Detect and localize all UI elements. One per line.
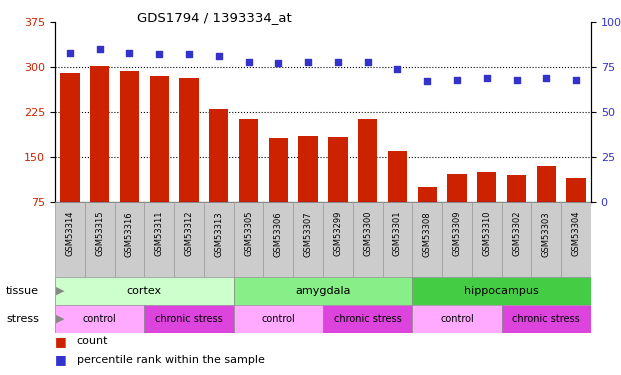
Text: GSM53307: GSM53307	[304, 211, 312, 256]
Bar	[144, 202, 174, 277]
Bar	[55, 305, 144, 333]
Point	[214, 53, 224, 59]
Text: ■: ■	[55, 335, 66, 348]
Text: chronic stress: chronic stress	[334, 314, 402, 324]
Bar	[507, 175, 526, 202]
Point	[154, 51, 164, 57]
Bar	[293, 202, 323, 277]
Bar	[174, 202, 204, 277]
Bar	[323, 305, 412, 333]
Text: tissue: tissue	[6, 286, 39, 296]
Text: ■: ■	[55, 354, 66, 366]
Bar	[120, 71, 139, 202]
Point	[65, 50, 75, 55]
Text: cortex: cortex	[127, 286, 162, 296]
Bar	[55, 202, 85, 277]
Text: chronic stress: chronic stress	[155, 314, 223, 324]
Point	[482, 75, 492, 81]
Text: ▶: ▶	[56, 314, 65, 324]
Point	[363, 58, 373, 64]
Bar	[239, 119, 258, 202]
Text: GSM53310: GSM53310	[483, 211, 491, 256]
Bar	[323, 202, 353, 277]
Bar	[502, 202, 532, 277]
Bar	[85, 202, 114, 277]
Text: GDS1794 / 1393334_at: GDS1794 / 1393334_at	[137, 11, 291, 24]
Text: GSM53299: GSM53299	[333, 211, 342, 256]
Bar	[299, 136, 318, 202]
Bar	[358, 119, 378, 202]
Bar	[442, 202, 472, 277]
Bar	[537, 166, 556, 202]
Bar	[388, 151, 407, 202]
Bar	[209, 109, 229, 202]
Bar	[502, 305, 591, 333]
Text: GSM53303: GSM53303	[542, 211, 551, 256]
Bar	[412, 202, 442, 277]
Text: control: control	[83, 314, 117, 324]
Text: stress: stress	[6, 314, 39, 324]
Bar	[233, 202, 263, 277]
Point	[422, 78, 432, 84]
Bar	[561, 202, 591, 277]
Point	[184, 51, 194, 57]
Bar	[269, 138, 288, 202]
Bar	[417, 187, 437, 202]
Text: GSM53315: GSM53315	[95, 211, 104, 256]
Bar	[233, 305, 323, 333]
Text: ▶: ▶	[56, 286, 65, 296]
Text: control: control	[440, 314, 474, 324]
Bar	[472, 202, 502, 277]
Point	[243, 58, 253, 64]
Bar	[447, 174, 466, 202]
Bar	[114, 202, 144, 277]
Point	[392, 66, 402, 72]
Text: GSM53311: GSM53311	[155, 211, 164, 256]
Bar	[144, 305, 233, 333]
Text: GSM53309: GSM53309	[453, 211, 461, 256]
Bar	[60, 73, 79, 202]
Text: GSM53306: GSM53306	[274, 211, 283, 256]
Text: GSM53313: GSM53313	[214, 211, 224, 256]
Bar	[55, 277, 233, 305]
Text: chronic stress: chronic stress	[512, 314, 580, 324]
Text: GSM53304: GSM53304	[571, 211, 581, 256]
Bar	[179, 78, 199, 202]
Point	[94, 46, 104, 52]
Point	[542, 75, 551, 81]
Bar	[412, 277, 591, 305]
Text: GSM53305: GSM53305	[244, 211, 253, 256]
Text: GSM53301: GSM53301	[393, 211, 402, 256]
Text: GSM53308: GSM53308	[423, 211, 432, 256]
Text: percentile rank within the sample: percentile rank within the sample	[77, 355, 265, 365]
Bar	[150, 76, 169, 202]
Bar	[566, 178, 586, 202]
Point	[124, 50, 134, 55]
Text: GSM53302: GSM53302	[512, 211, 521, 256]
Text: GSM53312: GSM53312	[184, 211, 194, 256]
Bar	[90, 66, 109, 202]
Bar	[412, 305, 502, 333]
Point	[333, 58, 343, 64]
Point	[452, 76, 462, 82]
Bar	[204, 202, 233, 277]
Text: GSM53314: GSM53314	[65, 211, 75, 256]
Text: GSM53316: GSM53316	[125, 211, 134, 256]
Text: hippocampus: hippocampus	[465, 286, 539, 296]
Point	[571, 76, 581, 82]
Text: count: count	[77, 336, 108, 346]
Bar	[233, 277, 412, 305]
Text: amygdala: amygdala	[295, 286, 351, 296]
Point	[303, 58, 313, 64]
Bar	[383, 202, 412, 277]
Point	[512, 76, 522, 82]
Text: GSM53300: GSM53300	[363, 211, 372, 256]
Bar	[263, 202, 293, 277]
Bar	[329, 137, 348, 202]
Text: control: control	[261, 314, 295, 324]
Point	[273, 60, 283, 66]
Bar	[477, 172, 496, 202]
Bar	[353, 202, 383, 277]
Bar	[532, 202, 561, 277]
